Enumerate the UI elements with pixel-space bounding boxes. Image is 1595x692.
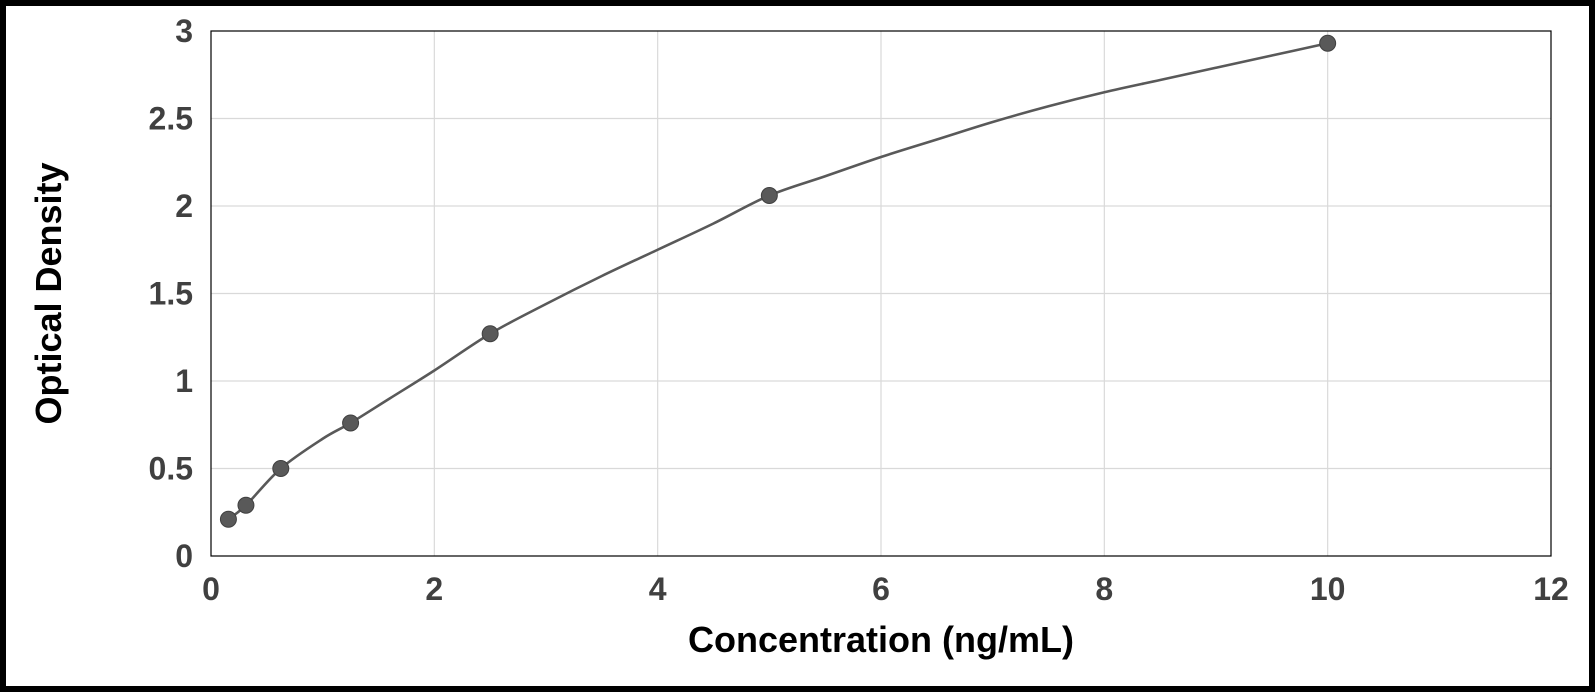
chart-frame: 0 2 4 6 8 10 12 0 0.5 1 1.5 2 2.5 3 Concentration (ng/… [0,0,1595,692]
y-tick-label: 2 [175,188,193,224]
data-point [220,511,236,527]
data-point [482,326,498,342]
y-tick-label: 3 [175,13,193,49]
x-tick-label: 6 [872,571,890,607]
y-tick-label: 0.5 [149,451,193,487]
x-tick-label: 4 [649,571,667,607]
data-point [1320,35,1336,51]
x-tick-label: 10 [1310,571,1346,607]
x-axis-title: Concentration (ng/mL) [688,619,1074,660]
y-tick-label: 2.5 [149,101,193,137]
data-point [238,497,254,513]
data-point [273,461,289,477]
x-tick-label: 12 [1533,571,1569,607]
x-tick-label: 0 [202,571,220,607]
y-tick-label: 0 [175,538,193,574]
y-tick-label: 1.5 [149,276,193,312]
data-point [343,415,359,431]
y-tick-label: 1 [175,363,193,399]
y-axis-title: Optical Density [28,162,69,424]
x-tick-label: 2 [425,571,443,607]
x-tick-label: 8 [1095,571,1113,607]
standard-curve-chart: 0 2 4 6 8 10 12 0 0.5 1 1.5 2 2.5 3 Concentration (ng/… [6,6,1589,686]
data-point [761,188,777,204]
